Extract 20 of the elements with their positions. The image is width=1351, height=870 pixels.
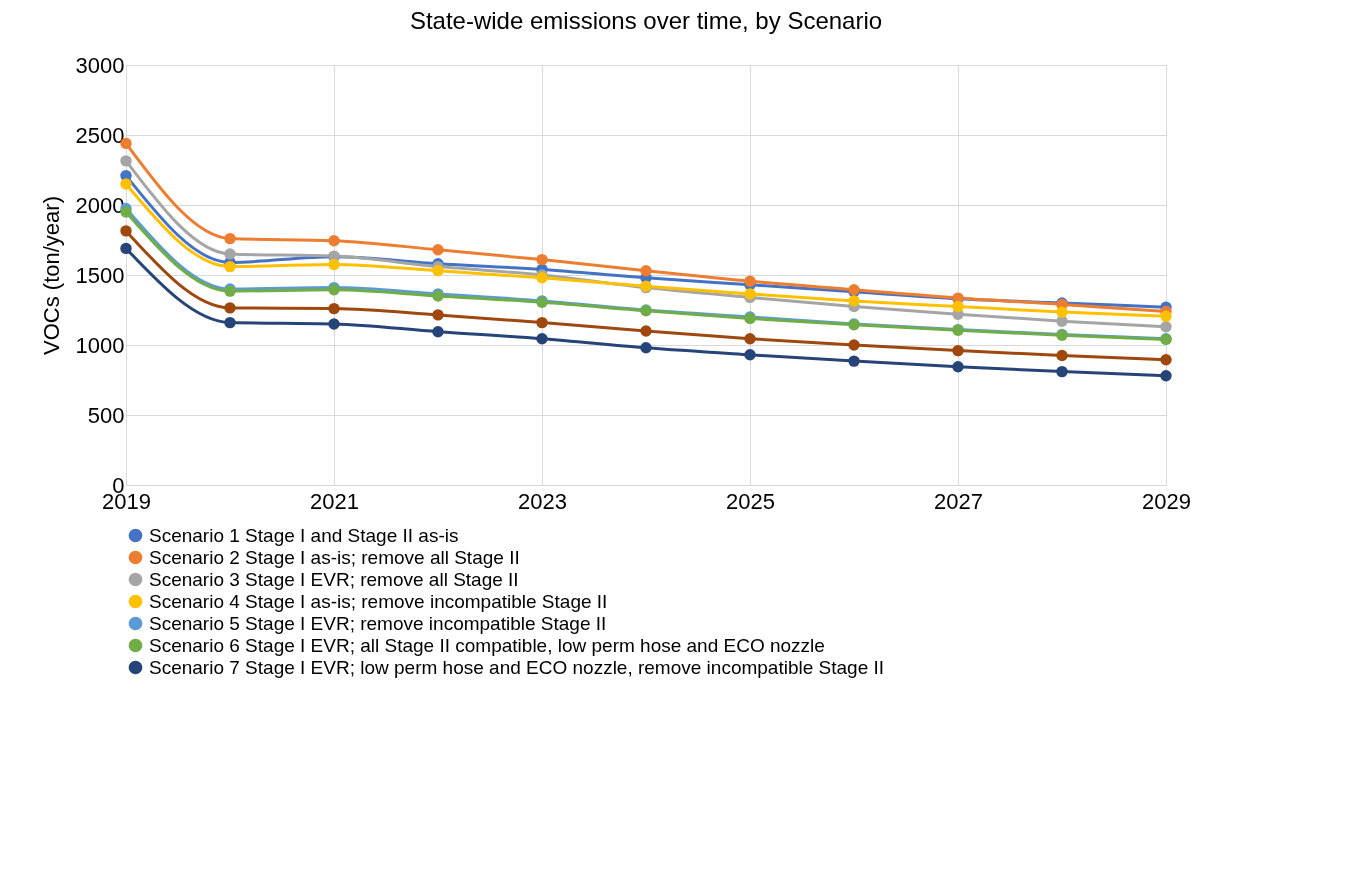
legend-label: Scenario 6 Stage I EVR; all Stage II compatible, low perm hose and ECO nozzle (149, 634, 825, 656)
legend-label: Scenario 4 Stage I as-is; remove incompatible Stage II (149, 590, 608, 612)
legend-label: Scenario 7 Stage I EVR; low perm hose and ECO nozzle, remove incompatible Stage II (149, 656, 885, 678)
x-tick-label: 2029 (1142, 488, 1191, 514)
y-tick-label: 1000 (75, 332, 125, 358)
y-axis-title: VOCs (ton/year) (38, 196, 64, 355)
x-tick-label: 2021 (310, 488, 359, 514)
x-tick-label: 2023 (518, 488, 567, 514)
legend-label: Scenario 2 Stage I as-is; remove all Stage II (149, 546, 520, 568)
legend-label: Scenario 5 Stage I EVR; remove incompatible Stage II (149, 612, 607, 634)
legend-label: Scenario 3 Stage I EVR; remove all Stage II (149, 568, 519, 590)
y-tick-label: 3000 (75, 52, 125, 78)
legend-label: Scenario 1 Stage I and Stage II as-is (149, 524, 459, 546)
y-tick-label: 500 (87, 402, 125, 428)
y-tick-label: 2000 (75, 192, 125, 218)
x-tick-label: 2025 (726, 488, 775, 514)
chart-title: State-wide emissions over time, by Scenario (409, 7, 883, 34)
x-tick-label: 2027 (934, 488, 983, 514)
y-tick-label: 1500 (75, 262, 125, 288)
y-tick-label: 2500 (75, 122, 125, 148)
